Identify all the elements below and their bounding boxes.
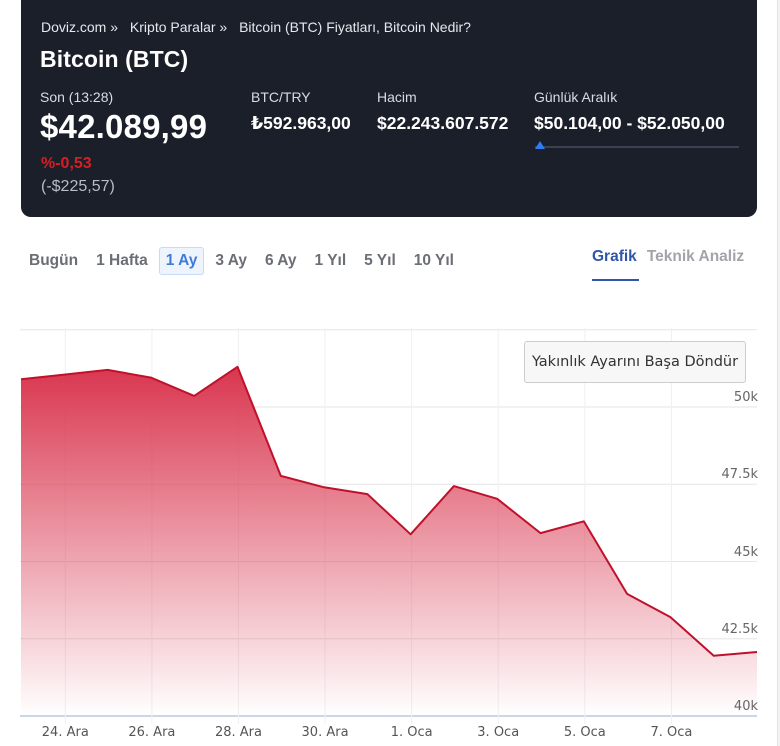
- y-axis-label: 40k: [733, 699, 758, 714]
- price-chart[interactable]: Yakınlık Ayarını Başa Döndür 40k 42.5k 45k…: [0, 300, 780, 746]
- breadcrumb: Doviz.com » Kripto Paralar » Bitcoin (BT…: [41, 19, 479, 35]
- chart-canvas[interactable]: [0, 300, 780, 746]
- x-axis-label: 5. Oca: [563, 725, 606, 740]
- x-axis-label: 24. Ara: [41, 725, 89, 740]
- change-absolute: (-$225,57): [41, 178, 115, 195]
- last-price-label: Son (13:28): [40, 89, 114, 105]
- change-percent: %-0,53: [41, 155, 92, 172]
- tab-grafik[interactable]: Grafik: [592, 248, 637, 265]
- daily-range-value: $50.104,00 - $52.050,00: [534, 113, 725, 133]
- breadcrumb-crypto[interactable]: Kripto Paralar »: [129, 19, 228, 35]
- x-axis-label: 26. Ara: [128, 725, 176, 740]
- period-button-7[interactable]: 10 Yıl: [413, 252, 454, 269]
- page-scrollbar[interactable]: [777, 0, 780, 746]
- active-tab-underline: [592, 279, 639, 281]
- price-header-panel: Doviz.com » Kripto Paralar » Bitcoin (BT…: [21, 0, 757, 217]
- x-axis-label: 28. Ara: [214, 725, 262, 740]
- daily-range-label: Günlük Aralık: [534, 89, 618, 105]
- period-button-5[interactable]: 1 Yıl: [314, 252, 347, 269]
- view-tabs: Grafik Teknik Analiz: [592, 248, 754, 266]
- x-axis-label: 7. Oca: [650, 725, 693, 740]
- price-area: [21, 366, 757, 716]
- btc-try-value: ₺592.963,00: [251, 113, 351, 133]
- period-button-0[interactable]: Bugün: [29, 252, 79, 269]
- btc-try-label: BTC/TRY: [251, 89, 311, 105]
- price-line: [20, 365, 758, 657]
- period-button-3[interactable]: 3 Ay: [215, 252, 247, 269]
- period-button-2[interactable]: 1 Ay: [158, 247, 205, 275]
- period-selector: Bugün 1 Hafta 1 Ay 3 Ay 6 Ay 1 Yıl 5 Yıl 10 Yıl: [22, 247, 465, 275]
- volume-value: $22.243.607.572: [377, 113, 509, 133]
- page-title: Bitcoin (BTC): [40, 46, 189, 72]
- y-axis-label: 45k: [733, 544, 758, 560]
- last-price-value: $42.089,99: [40, 108, 208, 145]
- x-axis-label: 1. Oca: [390, 725, 433, 740]
- daily-range-marker-icon: [535, 141, 545, 149]
- reset-zoom-button[interactable]: Yakınlık Ayarını Başa Döndür: [524, 341, 746, 383]
- daily-range-track: [535, 146, 739, 148]
- period-button-6[interactable]: 5 Yıl: [364, 252, 396, 269]
- breadcrumb-current[interactable]: Bitcoin (BTC) Fiyatları, Bitcoin Nedir?: [239, 19, 471, 35]
- x-axis-label: 3. Oca: [477, 725, 520, 740]
- y-axis-label: 50k: [733, 390, 758, 405]
- y-axis-label: 47.5k: [721, 467, 758, 483]
- x-axis-label: 30. Ara: [301, 725, 349, 740]
- y-axis-label: 42.5k: [721, 621, 758, 637]
- tab-teknik-analiz[interactable]: Teknik Analiz: [646, 248, 745, 265]
- period-button-4[interactable]: 6 Ay: [264, 252, 297, 269]
- breadcrumb-home[interactable]: Doviz.com »: [41, 19, 119, 35]
- period-button-1[interactable]: 1 Hafta: [96, 252, 148, 269]
- volume-label: Hacim: [377, 89, 417, 105]
